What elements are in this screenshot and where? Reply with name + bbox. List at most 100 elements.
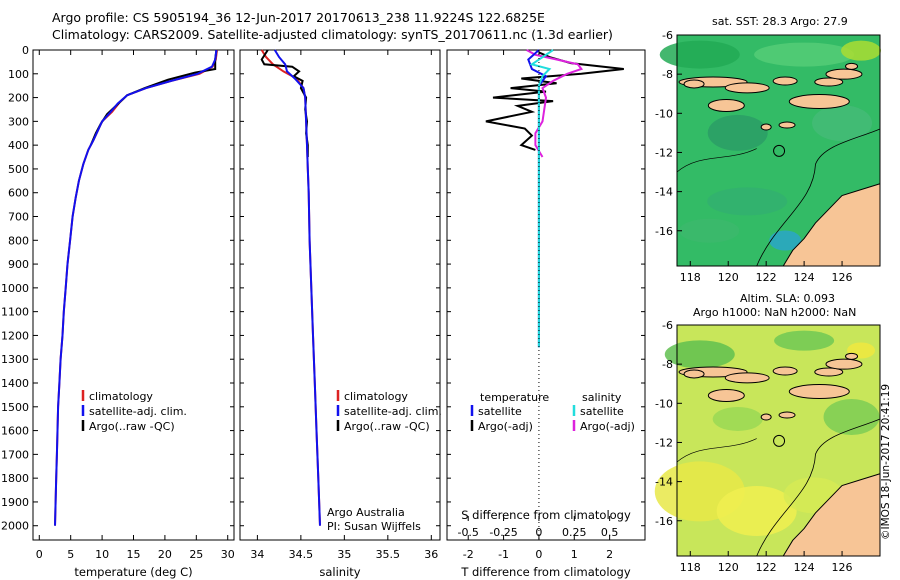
legend-label: Argo(..raw -QC) [344, 420, 430, 433]
x2-tick-label: -0.5 [457, 526, 478, 539]
legend-header-salinity: salinity [582, 391, 622, 404]
imos-stamp: ©IMOS 18-Jun-2017 20:41:19 [880, 383, 892, 540]
map-patch [707, 187, 788, 216]
y-tick-label: -6 [662, 29, 673, 42]
island [707, 98, 745, 112]
y-tick-label: -16 [655, 515, 673, 528]
map-patch [774, 330, 835, 351]
y-tick-label: 1900 [1, 496, 29, 509]
argo-australia-note: Argo Australia [327, 506, 405, 519]
x2-tick-label: 0.25 [562, 526, 587, 539]
island [845, 62, 859, 70]
y-tick-label: 1400 [1, 377, 29, 390]
island [760, 413, 772, 421]
legend-label: satellite-adj. clim. [89, 405, 187, 418]
x-tick-label: 34 [250, 548, 264, 561]
x-tick-label: 35.5 [376, 548, 401, 561]
x-tick-label: 126 [832, 561, 853, 574]
x-tick-label: 0 [535, 548, 542, 561]
map-patch [841, 40, 882, 61]
y-tick-label: 1700 [1, 448, 29, 461]
x-tick-label: 2 [606, 548, 613, 561]
y-tick-label: 300 [8, 115, 29, 128]
legend-label: satellite [478, 405, 522, 418]
x-tick-label: 126 [832, 271, 853, 284]
y-tick-label: 1000 [1, 282, 29, 295]
x-tick-label: 122 [756, 271, 777, 284]
x2-tick-label: -0.25 [489, 526, 517, 539]
x-tick-label: 20 [158, 548, 172, 561]
y-tick-label: -8 [662, 68, 673, 81]
y-tick-label: 1500 [1, 401, 29, 414]
y-tick-label: 2000 [1, 520, 29, 533]
y-tick-label: -10 [655, 107, 673, 120]
x-tick-label: 0 [36, 548, 43, 561]
x-tick-label: 122 [756, 561, 777, 574]
x-axis-label: temperature (deg C) [74, 565, 192, 579]
series-line-2 [54, 49, 218, 526]
sla-map-subtitle: Argo h1000: NaN h2000: NaN [693, 306, 857, 319]
sla-map-title: Altim. SLA: 0.093 [740, 292, 836, 305]
legend-label: satellite [580, 405, 624, 418]
map-patch [659, 40, 740, 69]
x-tick-label: 118 [680, 271, 701, 284]
y-tick-label: -12 [655, 436, 673, 449]
island [707, 388, 745, 402]
island [724, 372, 770, 384]
island [778, 411, 796, 419]
x2-tick-label: 0 [535, 526, 542, 539]
x-axis-label: T difference from climatology [460, 565, 631, 579]
bathymetry-contour [676, 438, 757, 463]
x2-tick-label: 0.5 [601, 526, 619, 539]
y-tick-label: 1100 [1, 306, 29, 319]
x-tick-label: 30 [221, 548, 235, 561]
y-tick-label: 400 [8, 139, 29, 152]
panel-frame-1 [239, 49, 441, 541]
y-tick-label: -16 [655, 225, 673, 238]
island [683, 79, 705, 89]
x-tick-label: -1 [498, 548, 509, 561]
argo-position-marker [773, 144, 786, 157]
y-tick-label: 700 [8, 211, 29, 224]
y-tick-label: -14 [655, 476, 673, 489]
island [845, 352, 859, 360]
map-4 [654, 324, 881, 557]
x-tick-label: 124 [794, 561, 815, 574]
bathymetry-contour [676, 148, 757, 173]
y-tick-label: 500 [8, 163, 29, 176]
x-tick-label: 35 [337, 548, 351, 561]
map-patch [754, 42, 855, 67]
island [760, 123, 772, 131]
y-tick-label: -10 [655, 397, 673, 410]
map-patch [812, 105, 873, 142]
series-line-1 [526, 49, 584, 158]
profile-title: Argo profile: CS 5905194_36 12-Jun-2017 … [52, 10, 545, 25]
map-patch [823, 399, 880, 436]
series-line-3 [529, 49, 554, 348]
panel-frame-2 [446, 49, 646, 541]
y-tick-label: 1800 [1, 472, 29, 485]
sst-map-title: sat. SST: 28.3 Argo: 27.9 [712, 15, 848, 28]
map-patch [769, 230, 802, 251]
y-tick-label: -6 [662, 319, 673, 332]
island [772, 366, 798, 376]
map-patch [707, 114, 768, 151]
x-tick-label: -2 [463, 548, 474, 561]
y-tick-label: 600 [8, 187, 29, 200]
legend-header-temperature: temperature [480, 391, 550, 404]
island [788, 94, 850, 110]
panel-frame-0 [32, 49, 235, 541]
legend-label: climatology [89, 390, 153, 403]
x-tick-label: 36 [424, 548, 438, 561]
island [788, 384, 850, 400]
x-tick-label: 5 [67, 548, 74, 561]
x-tick-label: 15 [127, 548, 141, 561]
series-line-0 [485, 51, 624, 151]
y-tick-label: 200 [8, 92, 29, 105]
legend-label: Argo(-adj) [580, 420, 635, 433]
y-tick-label: 100 [8, 68, 29, 81]
x-axis-label: salinity [319, 565, 360, 579]
y-tick-label: -14 [655, 186, 673, 199]
y-tick-label: 0 [22, 44, 29, 57]
